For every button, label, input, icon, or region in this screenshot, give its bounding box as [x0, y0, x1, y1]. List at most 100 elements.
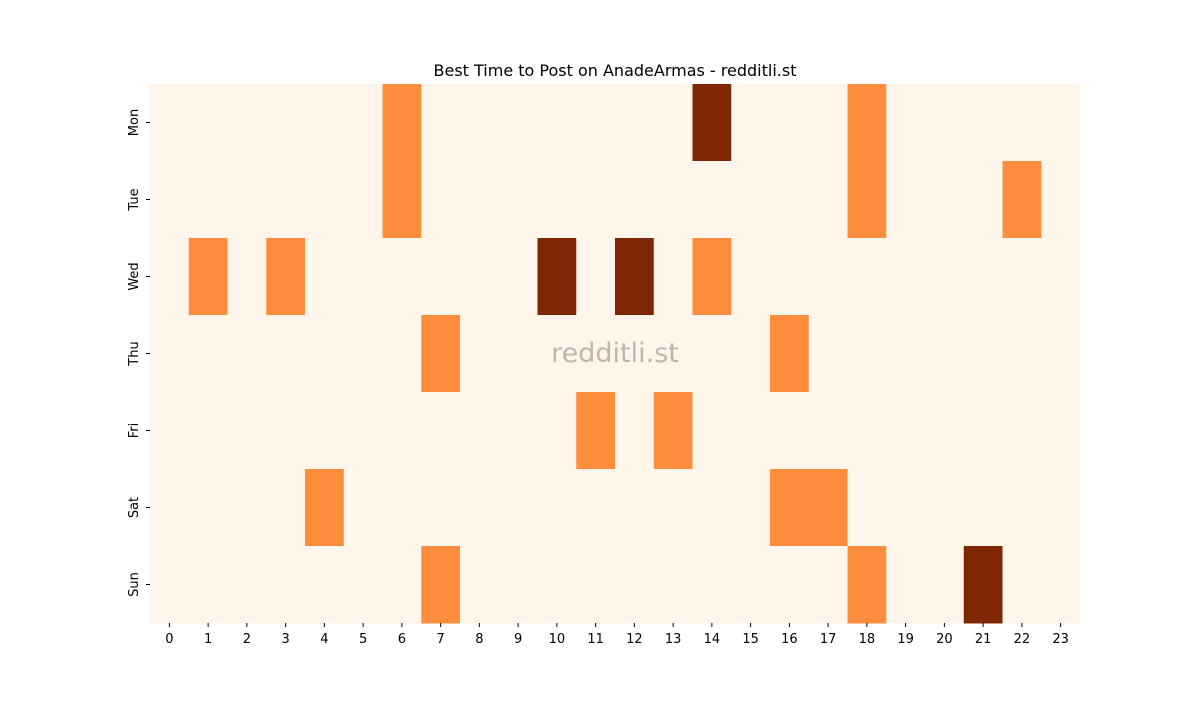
heatmap-cell-wed-13 [653, 238, 693, 316]
x-tick-label-17: 17 [820, 632, 837, 647]
x-tick-label-6: 6 [398, 632, 406, 647]
heatmap-cell-fri-9 [498, 392, 538, 470]
heatmap-cell-sat-0 [150, 469, 190, 547]
heatmap-cell-sun-11 [576, 546, 616, 624]
x-tick-label-20: 20 [936, 632, 953, 647]
heatmap-cell-mon-18 [847, 84, 887, 162]
heatmap-cell-sun-0 [150, 546, 190, 624]
heatmap-cell-thu-14 [692, 315, 732, 393]
y-tick-label-fri: Fri [127, 423, 142, 439]
heatmap-cell-tue-3 [266, 161, 306, 239]
x-tick-label-12: 12 [626, 632, 643, 647]
heatmap-cell-sun-5 [343, 546, 383, 624]
x-tick-label-5: 5 [359, 632, 367, 647]
x-tick-label-1: 1 [204, 632, 212, 647]
heatmap-cell-thu-0 [150, 315, 190, 393]
heatmap-cell-fri-22 [1002, 392, 1042, 470]
x-tick-label-23: 23 [1052, 632, 1069, 647]
heatmap-cell-tue-22 [1002, 161, 1042, 239]
heatmap-cell-tue-0 [150, 161, 190, 239]
heatmap-cell-sat-11 [576, 469, 616, 547]
y-tick-label-thu: Thu [127, 341, 142, 366]
y-tick-label-sun: Sun [127, 572, 142, 597]
heatmap-cell-sun-7 [421, 546, 461, 624]
y-tick-label-tue: Tue [127, 188, 142, 211]
heatmap-cell-fri-19 [886, 392, 926, 470]
heatmap-cell-sun-6 [382, 546, 422, 624]
heatmap-cell-tue-11 [576, 161, 616, 239]
heatmap-cell-tue-9 [498, 161, 538, 239]
heatmap-cell-fri-4 [305, 392, 345, 470]
heatmap-cell-wed-0 [150, 238, 190, 316]
heatmap-cell-sat-22 [1002, 469, 1042, 547]
heatmap-cell-tue-10 [537, 161, 577, 239]
heatmap-cell-tue-15 [731, 161, 771, 239]
heatmap-cell-sun-4 [305, 546, 345, 624]
y-tick-label-wed: Wed [127, 262, 142, 290]
heatmap-cell-wed-16 [770, 238, 810, 316]
heatmap-cell-mon-11 [576, 84, 616, 162]
heatmap-cell-wed-1 [188, 238, 228, 316]
heatmap-cell-tue-2 [227, 161, 267, 239]
heatmap-cell-fri-8 [460, 392, 500, 470]
heatmap-cell-sun-19 [886, 546, 926, 624]
heatmap-cell-mon-12 [615, 84, 655, 162]
heatmap-cell-sat-9 [498, 469, 538, 547]
heatmap-cell-mon-4 [305, 84, 345, 162]
heatmap-cell-mon-1 [188, 84, 228, 162]
heatmap-cell-thu-15 [731, 315, 771, 393]
x-tick-label-10: 10 [549, 632, 566, 647]
heatmap-cell-mon-7 [421, 84, 461, 162]
heatmap-cell-mon-20 [925, 84, 965, 162]
heatmap-cell-sat-21 [963, 469, 1003, 547]
heatmap-cell-thu-22 [1002, 315, 1042, 393]
heatmap-cell-thu-10 [537, 315, 577, 393]
heatmap-cell-tue-18 [847, 161, 887, 239]
heatmap-cell-sun-17 [808, 546, 848, 624]
heatmap-cell-sat-23 [1041, 469, 1081, 547]
heatmap-cell-fri-18 [847, 392, 887, 470]
heatmap-cell-wed-17 [808, 238, 848, 316]
heatmap-cell-sun-20 [925, 546, 965, 624]
heatmap-cell-sat-10 [537, 469, 577, 547]
heatmap-cell-wed-9 [498, 238, 538, 316]
heatmap-cell-mon-2 [227, 84, 267, 162]
heatmap-cell-thu-21 [963, 315, 1003, 393]
heatmap-cell-wed-4 [305, 238, 345, 316]
heatmap-cell-tue-21 [963, 161, 1003, 239]
heatmap-cell-mon-21 [963, 84, 1003, 162]
heatmap-cell-fri-23 [1041, 392, 1081, 470]
heatmap-cell-fri-21 [963, 392, 1003, 470]
heatmap-cells [150, 84, 1081, 624]
heatmap-cell-wed-6 [382, 238, 422, 316]
heatmap-cell-tue-13 [653, 161, 693, 239]
heatmap-cell-thu-2 [227, 315, 267, 393]
heatmap-cell-wed-7 [421, 238, 461, 316]
heatmap-cell-wed-18 [847, 238, 887, 316]
heatmap-cell-mon-17 [808, 84, 848, 162]
heatmap-cell-thu-1 [188, 315, 228, 393]
heatmap-cell-fri-13 [653, 392, 693, 470]
heatmap-cell-tue-17 [808, 161, 848, 239]
heatmap-cell-sat-19 [886, 469, 926, 547]
heatmap-cell-wed-11 [576, 238, 616, 316]
heatmap-cell-wed-12 [615, 238, 655, 316]
heatmap-cell-sun-2 [227, 546, 267, 624]
heatmap-cell-mon-22 [1002, 84, 1042, 162]
x-tick-label-13: 13 [665, 632, 682, 647]
heatmap-cell-thu-12 [615, 315, 655, 393]
heatmap-cell-sat-2 [227, 469, 267, 547]
heatmap-cell-sat-15 [731, 469, 771, 547]
heatmap-cell-mon-13 [653, 84, 693, 162]
heatmap-cell-tue-4 [305, 161, 345, 239]
heatmap-cell-mon-5 [343, 84, 383, 162]
heatmap-cell-thu-3 [266, 315, 306, 393]
y-tick-label-sat: Sat [127, 497, 142, 518]
heatmap-cell-mon-8 [460, 84, 500, 162]
heatmap-cell-tue-12 [615, 161, 655, 239]
heatmap-cell-mon-23 [1041, 84, 1081, 162]
heatmap-cell-wed-2 [227, 238, 267, 316]
heatmap-cell-wed-15 [731, 238, 771, 316]
heatmap-cell-fri-15 [731, 392, 771, 470]
heatmap-cell-mon-14 [692, 84, 732, 162]
